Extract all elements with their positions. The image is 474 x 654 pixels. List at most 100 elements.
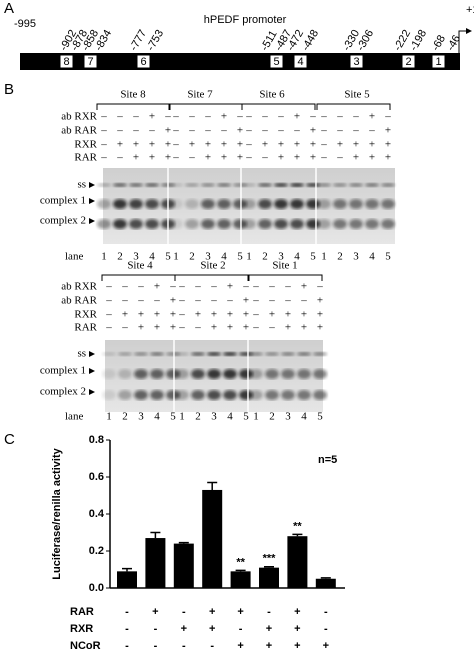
- gel-band: [265, 369, 279, 379]
- site-box: [136, 54, 151, 69]
- gel-band: [281, 369, 295, 379]
- sign: –: [245, 111, 252, 123]
- sign: –: [105, 309, 112, 321]
- bar: [315, 578, 336, 588]
- bar: [145, 538, 166, 588]
- condition-sign: +: [266, 623, 272, 635]
- sign: –: [252, 322, 259, 334]
- gel-band: [97, 199, 111, 209]
- gel-band: [201, 199, 215, 209]
- site-number: 1: [435, 56, 441, 68]
- sign: –: [252, 295, 259, 307]
- sign: +: [237, 125, 243, 137]
- lane-number: 1: [173, 251, 179, 263]
- gel-band: [118, 369, 132, 379]
- sign: –: [261, 152, 268, 164]
- sign: +: [310, 139, 316, 151]
- gel-band: [313, 352, 327, 356]
- gel-band: [365, 199, 379, 209]
- gel-band: [349, 183, 363, 187]
- gel-band: [281, 352, 295, 356]
- error-bar: [264, 565, 274, 568]
- sign: +: [149, 111, 155, 123]
- sign: +: [170, 322, 176, 334]
- gel-band: [145, 199, 159, 209]
- note: n=5: [318, 454, 337, 466]
- condition-sign: -: [210, 640, 214, 652]
- sign: +: [369, 139, 375, 151]
- gel-band: [242, 183, 256, 187]
- gel-band: [349, 199, 363, 209]
- site-number: 5: [273, 56, 279, 68]
- condition-label: RXR: [70, 623, 93, 635]
- sign: –: [132, 111, 139, 123]
- gel-band: [175, 352, 189, 356]
- sign: +: [227, 322, 233, 334]
- sign: –: [178, 281, 185, 293]
- sign: +: [294, 139, 300, 151]
- significance-label: **: [293, 520, 302, 532]
- lane-number: 5: [317, 411, 323, 423]
- sign: +: [165, 152, 171, 164]
- site-position: -46: [445, 33, 463, 53]
- condition-sign: +: [294, 606, 300, 618]
- sign: +: [301, 322, 307, 334]
- condition-sign: -: [154, 623, 158, 635]
- significance-label: **: [236, 556, 245, 568]
- gel-band: [169, 219, 183, 229]
- site-number: 8: [63, 56, 69, 68]
- lane-number: 2: [117, 251, 123, 263]
- gel-band: [290, 183, 304, 187]
- band-label: complex 2: [40, 215, 86, 227]
- site-position: -68: [430, 33, 448, 53]
- band-arrow: [89, 351, 95, 357]
- site-header: Site 8: [120, 89, 146, 101]
- sign: +: [369, 111, 375, 123]
- sign: –: [320, 125, 327, 137]
- gel-band: [201, 219, 215, 229]
- y-tick-label: 0.6: [89, 471, 104, 483]
- gel-band: [217, 219, 231, 229]
- y-tick-label: 0.2: [89, 545, 104, 557]
- gel-band: [169, 183, 183, 187]
- condition-sign: +: [294, 640, 300, 652]
- site-number: 4: [297, 56, 303, 68]
- sign: –: [236, 111, 243, 123]
- bar: [230, 571, 251, 588]
- panel-label: B: [4, 81, 14, 98]
- sign: –: [132, 125, 139, 137]
- sign: –: [172, 139, 179, 151]
- sign: +: [154, 309, 160, 321]
- gel-band: [129, 219, 143, 229]
- panel-label: C: [4, 431, 15, 448]
- sign: –: [169, 281, 176, 293]
- sign: –: [320, 111, 327, 123]
- sign: +: [221, 111, 227, 123]
- y-tick-label: 0.8: [89, 434, 104, 446]
- sign: –: [204, 125, 211, 137]
- lane-number: 3: [138, 411, 144, 423]
- sign: +: [195, 309, 201, 321]
- gel-band: [118, 390, 132, 400]
- y-tick-label: 0.4: [89, 508, 105, 520]
- sign: +: [385, 139, 391, 151]
- gel-band: [333, 199, 347, 209]
- error-bar: [320, 577, 331, 579]
- lane-number: 2: [262, 251, 268, 263]
- band-arrow: [89, 198, 95, 204]
- gel-band: [242, 219, 256, 229]
- sign: –: [245, 152, 252, 164]
- panel-label: A: [4, 0, 14, 17]
- condition-sign: +: [181, 623, 187, 635]
- sign: –: [178, 309, 185, 321]
- sign: –: [178, 295, 185, 307]
- sign: –: [137, 281, 144, 293]
- sign: +: [170, 295, 176, 307]
- site-bracket: [96, 103, 171, 110]
- sign: +: [385, 125, 391, 137]
- lane-number: 1: [246, 251, 252, 263]
- sign: +: [301, 281, 307, 293]
- gel-band: [102, 369, 116, 379]
- site-header: Site 7: [187, 89, 213, 101]
- lane-number: 2: [122, 411, 128, 423]
